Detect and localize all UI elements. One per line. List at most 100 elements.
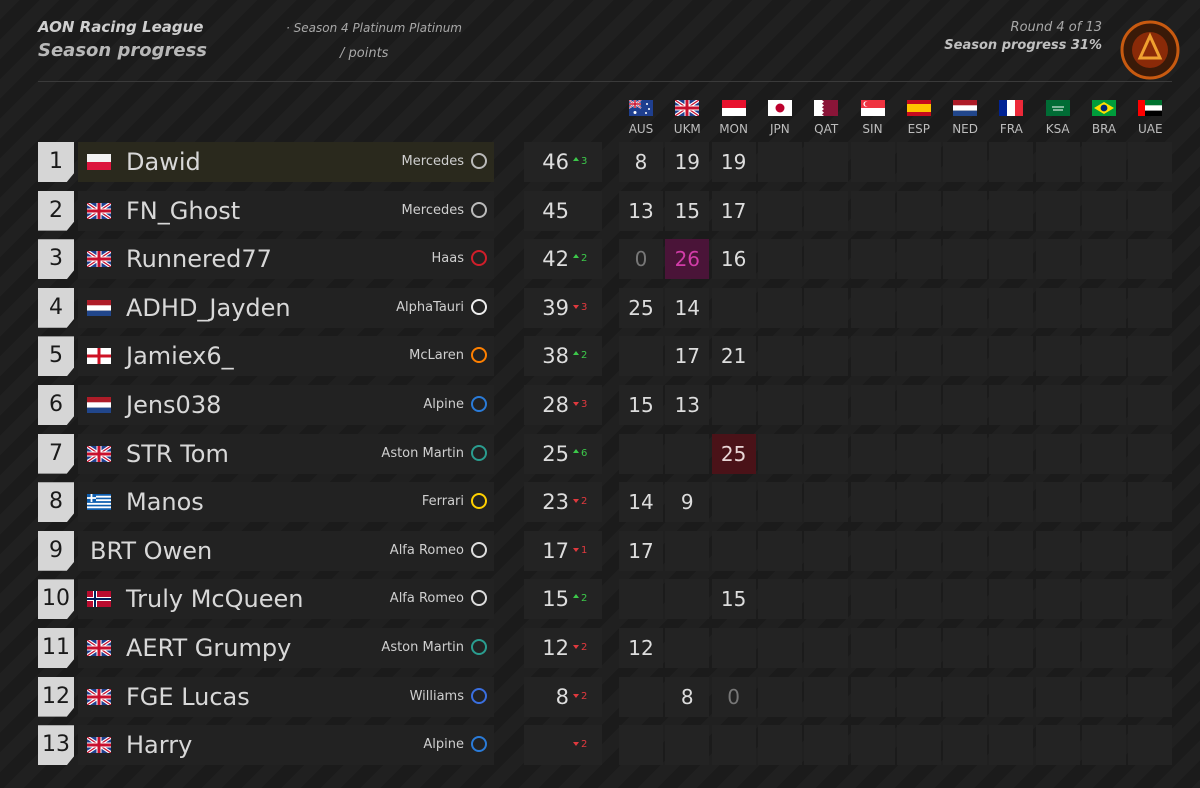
result-cell	[1035, 287, 1080, 328]
race-flag-icon	[1138, 100, 1163, 116]
driver-panel	[78, 385, 494, 425]
change: 2	[581, 496, 588, 508]
points-cell	[524, 433, 602, 474]
team-logo	[471, 493, 487, 510]
race-flag	[721, 100, 746, 116]
result-cell	[1035, 482, 1080, 523]
change: 2	[581, 253, 588, 265]
points-cell	[524, 530, 602, 571]
team-name: Ferrari	[421, 494, 464, 510]
result-cell	[665, 628, 710, 668]
result-cell	[850, 287, 895, 328]
position-box: 7	[38, 433, 74, 474]
result-cell	[896, 725, 941, 766]
nation-flag	[87, 737, 111, 754]
result-cell	[1035, 579, 1080, 620]
race-flag	[1138, 100, 1163, 116]
result-cell	[1082, 190, 1126, 231]
result-cell	[665, 579, 710, 620]
race-flag-icon	[1092, 100, 1116, 116]
result-cell	[896, 628, 941, 668]
result-cell: 8	[619, 142, 663, 182]
team-logo	[471, 396, 487, 412]
driver-name: Dawid	[126, 148, 201, 176]
result-cell	[943, 385, 988, 425]
driver-name: ADHD_Jayden	[126, 293, 291, 322]
race-label: NED	[952, 122, 978, 136]
result-cell: 14	[619, 482, 663, 523]
result-cell	[850, 239, 895, 280]
driver-panel	[78, 579, 494, 620]
result-cell	[1035, 239, 1080, 280]
page-title: Season progress	[38, 40, 208, 61]
nation-flag-icon	[87, 397, 111, 413]
result-cell	[896, 579, 941, 620]
points: 17	[542, 538, 569, 563]
result-cell	[896, 239, 941, 280]
nation-flag	[87, 299, 111, 316]
change-arrow	[573, 547, 579, 552]
position-box: 11	[38, 628, 74, 668]
nation-flag-icon	[87, 348, 111, 365]
team-name: Alpine	[423, 737, 464, 753]
result-cell	[1035, 336, 1080, 377]
race-label: UAE	[1138, 122, 1163, 136]
season: · Season 4 Platinum Platinum	[286, 21, 462, 35]
change-arrow	[573, 645, 579, 649]
nation-flag	[87, 688, 111, 705]
result-cell	[711, 530, 756, 571]
result-cell	[1082, 530, 1126, 571]
result: 21	[720, 344, 747, 369]
result-cell	[665, 725, 710, 766]
position-box: 12	[38, 676, 74, 717]
result: 15	[628, 393, 654, 417]
driver-name: Truly McQueen	[126, 585, 304, 614]
driver-name: BRT Owen	[90, 536, 213, 565]
team-name: Alfa Romeo	[389, 591, 464, 607]
race-flag	[906, 100, 931, 116]
nation-flag	[87, 640, 111, 656]
race-flag	[1045, 100, 1070, 116]
result: 17	[720, 198, 747, 223]
driver-panel	[78, 287, 494, 328]
team-logo	[471, 298, 487, 315]
result-cell: 0	[711, 676, 756, 717]
result-cell	[943, 336, 988, 377]
result: 13	[628, 198, 654, 223]
nation-flag	[87, 445, 111, 462]
result-cell: 19	[665, 142, 710, 182]
result-cell	[850, 628, 895, 668]
result-cell	[1082, 287, 1126, 328]
team-logo	[471, 153, 487, 169]
nation-flag	[87, 202, 111, 219]
points: 38	[542, 344, 569, 369]
change-arrow	[573, 402, 579, 406]
nation-flag-icon	[87, 299, 111, 316]
nation-flag-icon	[87, 494, 111, 511]
result-cell	[989, 725, 1034, 766]
change-arrow	[573, 594, 579, 599]
driver-name: Jamiex6_	[126, 342, 234, 371]
position-box: 3	[38, 239, 74, 280]
race-flag-icon	[1045, 100, 1070, 116]
result-cell	[850, 530, 895, 571]
result-cell	[989, 482, 1034, 523]
result-cell: 14	[665, 287, 710, 328]
race-flag-icon	[814, 100, 839, 116]
result-cell	[804, 433, 849, 474]
team-name: Alfa Romeo	[389, 542, 464, 558]
result-cell	[850, 579, 895, 620]
result: 8	[634, 150, 648, 174]
logo	[1120, 20, 1180, 80]
points: 46	[542, 150, 569, 174]
result-cell	[1128, 142, 1173, 182]
result: 9	[680, 490, 694, 515]
driver-panel	[78, 530, 494, 571]
result-cell	[1128, 239, 1173, 280]
driver-name: FN_Ghost	[126, 196, 241, 225]
result-cell	[1082, 385, 1126, 425]
points: 39	[542, 295, 569, 320]
position-box: 5	[38, 336, 74, 377]
result-cell	[989, 142, 1034, 182]
result-cell: 15	[665, 190, 710, 231]
